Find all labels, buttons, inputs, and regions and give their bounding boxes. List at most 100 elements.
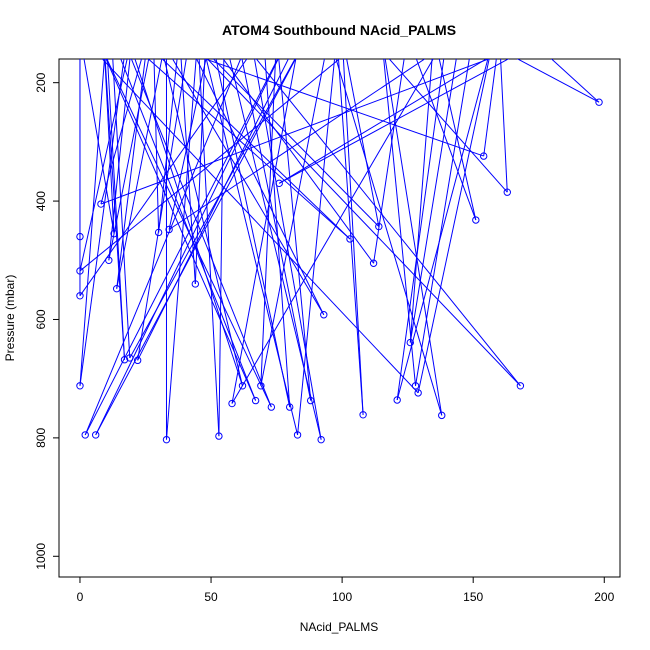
series-segment — [438, 59, 477, 221]
x-tick-label: 150 — [463, 590, 483, 604]
series-segment — [84, 59, 242, 436]
series-segment — [346, 59, 380, 227]
series-segment — [79, 59, 128, 272]
series-segment — [335, 59, 443, 416]
data-point — [491, 32, 497, 38]
data-point — [375, 222, 383, 231]
data-point — [119, 32, 125, 38]
data-point — [108, 32, 114, 38]
y-axis: 200 400 600 800 1000 — [34, 72, 59, 570]
data-point — [145, 32, 151, 38]
x-tick-label: 50 — [204, 590, 218, 604]
series-segment — [254, 59, 322, 440]
data-point — [393, 396, 401, 404]
series-segment — [409, 59, 457, 343]
series-segment — [106, 59, 272, 408]
series-segment — [116, 59, 163, 289]
data-point — [76, 232, 84, 241]
chart-title: ATOM4 Southbound NAcid_PALMS — [222, 22, 456, 38]
data-point — [76, 382, 84, 390]
data-point — [129, 32, 135, 38]
series-segment — [415, 59, 477, 221]
series-segment — [373, 59, 405, 264]
data-point — [522, 32, 528, 38]
data-point — [285, 403, 294, 411]
series-segment — [550, 59, 600, 103]
y-tick-label: 1000 — [34, 543, 48, 570]
data-point — [496, 32, 502, 38]
series-segment — [278, 59, 488, 184]
series-segment — [120, 59, 257, 401]
data-point — [120, 356, 129, 364]
x-tick-label: 200 — [594, 590, 614, 604]
data-point — [414, 389, 422, 397]
series-segment — [409, 59, 433, 343]
data-point — [457, 32, 463, 38]
series-segment — [101, 59, 419, 394]
series-segment — [83, 59, 115, 234]
data-point — [516, 382, 525, 390]
series-segment — [264, 59, 291, 408]
series-segment — [100, 59, 490, 205]
data-point — [150, 32, 156, 38]
data-point — [93, 32, 99, 38]
data-point — [406, 338, 414, 347]
data-point — [369, 259, 378, 267]
series-segment — [84, 59, 279, 436]
series-segment — [165, 59, 197, 440]
series-segment — [180, 59, 196, 284]
data-point — [411, 382, 420, 390]
data-point — [92, 431, 100, 439]
y-tick-label: 200 — [34, 72, 48, 92]
series-segment — [116, 59, 146, 289]
series-segment — [260, 59, 277, 386]
x-axis-label: NAcid_PALMS — [300, 620, 378, 634]
series-segment — [516, 59, 600, 103]
series-segment — [79, 59, 341, 272]
data-point — [134, 32, 140, 38]
series-segment — [147, 59, 351, 240]
data-point — [191, 280, 200, 288]
data-point — [228, 399, 236, 408]
data-point — [251, 396, 260, 405]
series-segment — [112, 59, 131, 358]
series-segment — [130, 59, 272, 408]
series-segment — [205, 59, 299, 436]
y-tick-label: 400 — [34, 191, 48, 211]
series-segment — [158, 59, 178, 233]
data-point — [195, 32, 201, 38]
series-segment — [108, 59, 131, 261]
series-segment — [137, 59, 187, 361]
x-axis: 0 50 100 150 200 — [77, 577, 615, 604]
x-tick-label: 100 — [332, 590, 352, 604]
data-point — [155, 32, 161, 38]
series-segment — [384, 59, 443, 416]
data-point — [479, 152, 488, 160]
data-point — [126, 354, 134, 362]
series-segment — [206, 59, 521, 387]
series-segment — [297, 59, 336, 435]
series-segment — [260, 59, 325, 386]
series-segment — [215, 59, 291, 408]
data-point — [317, 435, 325, 444]
plot-area — [76, 32, 603, 444]
y-axis-label: Pressure (mbar) — [3, 275, 17, 362]
data-point — [257, 382, 265, 390]
data-point — [76, 292, 84, 300]
series-segment — [338, 59, 364, 415]
data-point — [176, 32, 182, 38]
x-tick-label: 0 — [77, 590, 84, 604]
data-point — [100, 32, 106, 38]
y-tick-label: 800 — [34, 428, 48, 448]
series-segment — [153, 59, 160, 233]
data-point — [165, 225, 173, 234]
series-segment — [100, 59, 143, 205]
series-segment — [396, 59, 445, 401]
series-segment — [137, 59, 289, 361]
series-segment — [388, 59, 508, 193]
data-point — [306, 396, 315, 405]
series-segment — [383, 59, 417, 386]
data-point — [97, 200, 105, 208]
data-point — [472, 216, 480, 224]
series-segment — [255, 59, 521, 387]
